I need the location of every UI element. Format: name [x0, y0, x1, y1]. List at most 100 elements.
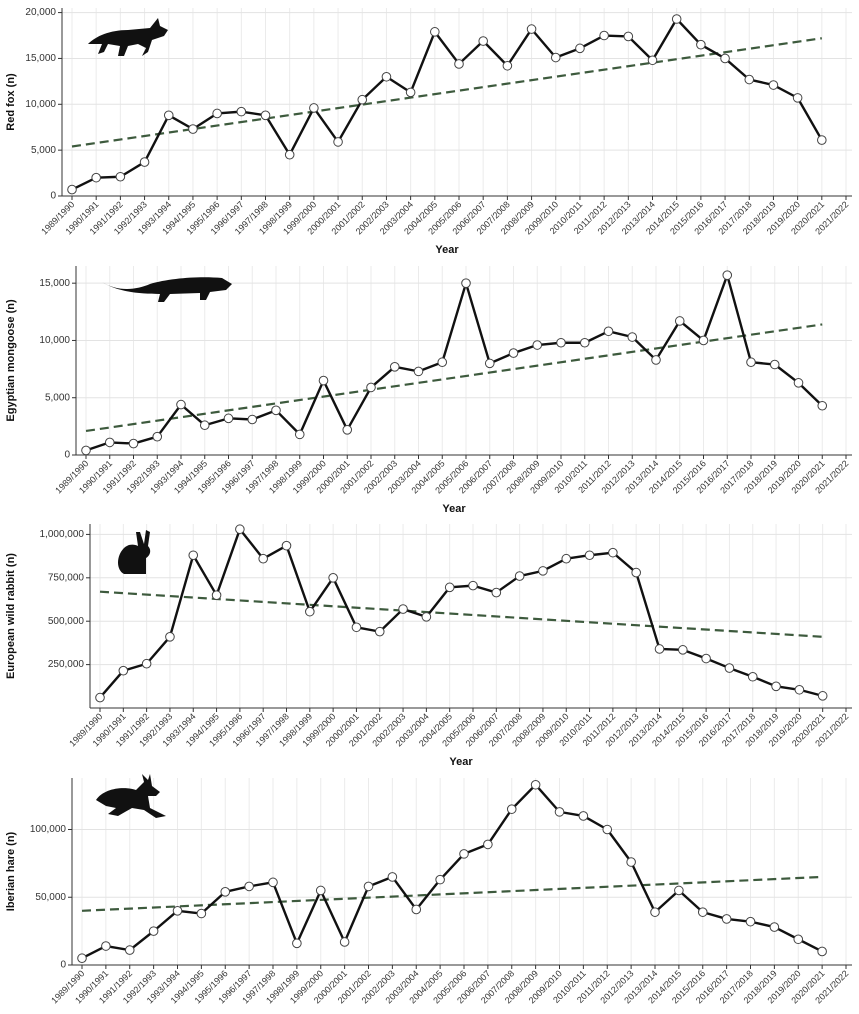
y-axis-label: Egyptian mongoose (n) — [5, 299, 17, 422]
point — [411, 904, 422, 915]
point — [556, 337, 566, 348]
point — [484, 358, 495, 369]
mongoose-icon — [102, 277, 232, 302]
point — [115, 171, 126, 182]
point — [374, 626, 385, 637]
point — [176, 399, 186, 410]
point — [342, 425, 353, 435]
point — [584, 550, 595, 561]
point — [188, 550, 199, 561]
point — [769, 922, 780, 932]
point — [650, 907, 660, 917]
point — [768, 80, 779, 90]
line — [85, 273, 824, 452]
point — [698, 335, 709, 346]
point — [172, 905, 183, 916]
point — [626, 857, 636, 867]
point — [223, 413, 234, 424]
point — [268, 877, 278, 888]
point — [271, 405, 281, 416]
point — [550, 52, 561, 63]
point — [148, 926, 159, 936]
point — [235, 524, 245, 535]
point — [315, 885, 326, 896]
point — [398, 604, 408, 614]
trend-line — [99, 590, 823, 638]
point — [722, 270, 733, 280]
point — [483, 839, 493, 850]
point — [292, 938, 302, 949]
point — [506, 804, 517, 814]
point — [608, 547, 618, 558]
point — [817, 691, 828, 701]
point — [654, 644, 665, 654]
point — [721, 914, 732, 924]
y-tick-label: 1,000,000 — [40, 529, 85, 540]
point — [260, 110, 271, 121]
point — [603, 326, 614, 337]
point — [817, 946, 827, 957]
point — [357, 94, 368, 105]
point — [532, 340, 543, 350]
point — [387, 872, 398, 882]
point — [578, 811, 589, 821]
point — [602, 824, 613, 835]
point — [163, 110, 174, 121]
x-axis-label: Year — [435, 244, 459, 256]
point — [747, 671, 758, 682]
trend-line — [81, 875, 823, 912]
point — [413, 366, 424, 377]
point — [124, 945, 135, 955]
point — [351, 622, 362, 633]
line — [99, 528, 823, 699]
point — [724, 663, 735, 673]
point — [526, 24, 537, 34]
y-tick-label: 10,000 — [25, 99, 56, 110]
point — [199, 420, 210, 431]
y-tick-label: 5,000 — [31, 145, 56, 156]
y-tick-label: 0 — [64, 450, 70, 461]
y-tick-label: 5,000 — [45, 392, 70, 403]
point — [405, 87, 416, 98]
point — [746, 357, 756, 368]
point — [318, 375, 329, 386]
point — [389, 362, 400, 372]
y-tick-label: 0 — [60, 960, 66, 971]
point — [128, 438, 139, 449]
point — [696, 39, 706, 50]
y-tick-label: 100,000 — [30, 824, 67, 835]
icons — [88, 18, 232, 818]
point — [309, 103, 319, 113]
point — [220, 887, 231, 897]
point — [538, 566, 548, 576]
point — [363, 881, 374, 892]
point — [333, 137, 343, 147]
point — [212, 108, 222, 119]
point — [67, 184, 77, 195]
point — [244, 881, 254, 892]
point — [554, 807, 565, 817]
point — [236, 106, 247, 117]
point — [674, 885, 684, 896]
point — [281, 540, 292, 551]
point — [104, 437, 115, 448]
point — [444, 582, 455, 593]
point — [647, 55, 658, 66]
y-tick-label: 15,000 — [25, 53, 56, 64]
point — [305, 606, 315, 617]
point — [435, 874, 445, 885]
point — [211, 590, 222, 600]
point — [701, 653, 711, 664]
y-tick-label: 50,000 — [35, 892, 66, 903]
rabbit-icon — [118, 530, 151, 574]
point — [437, 357, 448, 368]
point — [196, 908, 207, 919]
point — [478, 36, 488, 46]
point — [623, 31, 634, 42]
point — [575, 43, 585, 54]
point — [792, 93, 803, 103]
point — [95, 692, 105, 703]
point — [627, 332, 638, 342]
